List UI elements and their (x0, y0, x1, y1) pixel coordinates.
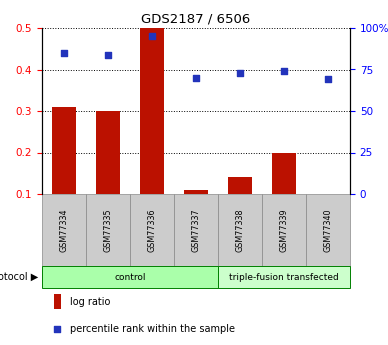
Point (281, 68, 287, 74)
Text: percentile rank within the sample: percentile rank within the sample (71, 324, 236, 334)
Text: log ratio: log ratio (71, 297, 111, 307)
Bar (42, 266, 218, 288)
Title: GDS2187 / 6506: GDS2187 / 6506 (141, 12, 251, 26)
Bar (184, 190, 208, 194)
Bar (262, 194, 306, 266)
Bar (52, 107, 76, 194)
Bar (130, 194, 174, 266)
Point (54, 326, 61, 331)
Bar (306, 194, 350, 266)
Text: GSM77335: GSM77335 (104, 208, 113, 252)
Bar (96, 111, 120, 194)
Text: triple-fusion transfected: triple-fusion transfected (229, 273, 339, 282)
Bar (54, 294, 61, 309)
Bar (174, 194, 218, 266)
Text: GSM77338: GSM77338 (236, 208, 244, 252)
Text: protocol ▶: protocol ▶ (0, 272, 38, 282)
Text: GSM77339: GSM77339 (279, 208, 289, 252)
Bar (42, 194, 86, 266)
Bar (218, 266, 350, 288)
Point (149, 33, 155, 39)
Text: GSM77337: GSM77337 (192, 208, 201, 252)
Point (193, 75, 199, 81)
Bar (140, 28, 164, 194)
Bar (218, 194, 262, 266)
Bar (272, 152, 296, 194)
Text: GSM77334: GSM77334 (59, 208, 69, 252)
Point (105, 52, 111, 57)
Bar (228, 177, 252, 194)
Text: GSM77340: GSM77340 (324, 208, 333, 252)
Text: control: control (114, 273, 146, 282)
Point (237, 70, 243, 76)
Point (61, 50, 67, 56)
Bar (86, 194, 130, 266)
Text: GSM77336: GSM77336 (147, 208, 156, 252)
Point (325, 77, 331, 82)
